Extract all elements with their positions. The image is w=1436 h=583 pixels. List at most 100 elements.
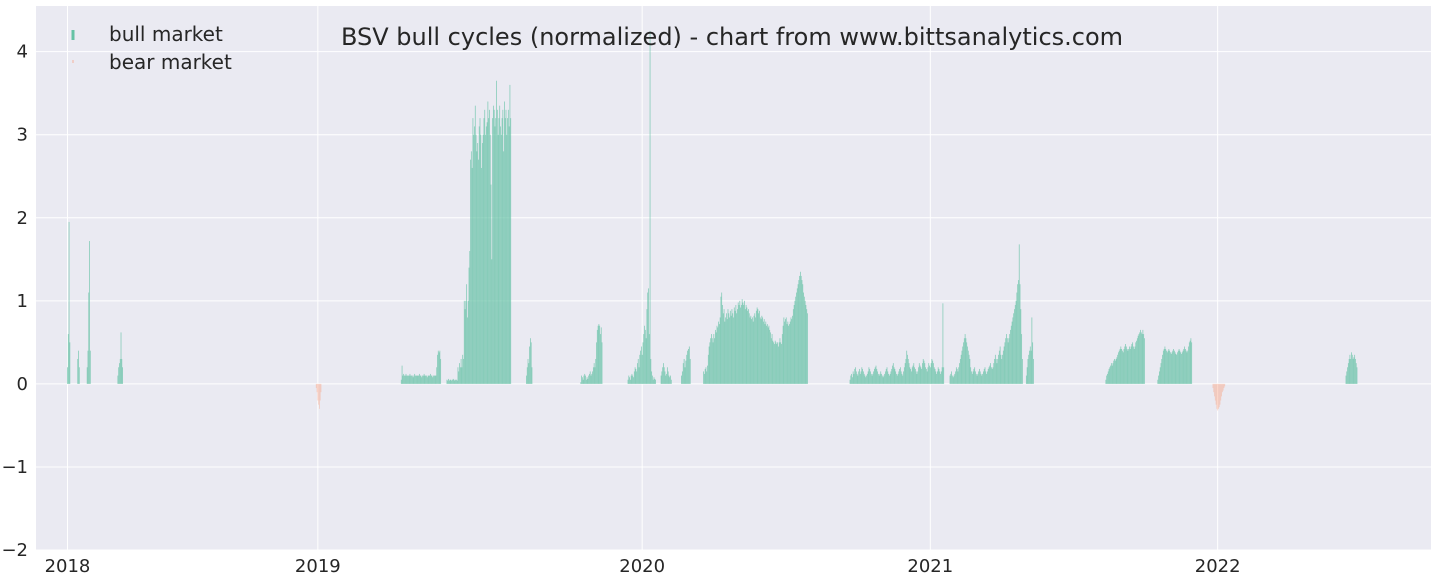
- bull-market-bar: [792, 315, 793, 384]
- bull-market-bar: [1188, 342, 1190, 384]
- bull-market-bar: [1191, 342, 1193, 384]
- bull-market-bar: [806, 309, 808, 384]
- bull-market-bar: [704, 368, 706, 384]
- bull-market-bar: [712, 342, 714, 384]
- bull-market-bar: [929, 367, 931, 384]
- bull-market-bar: [1173, 349, 1174, 384]
- bull-market-bar: [651, 371, 653, 384]
- bull-market-bar: [720, 296, 722, 384]
- bull-market-bar: [687, 350, 689, 384]
- bear-market-bar: [315, 383, 317, 389]
- bull-market-bar: [893, 367, 895, 384]
- bull-market-bar: [1184, 349, 1186, 384]
- bull-market-bar: [478, 126, 480, 384]
- bull-market-bar: [1020, 309, 1022, 384]
- bull-market-bar: [764, 324, 766, 384]
- bull-market-bar: [661, 371, 663, 384]
- bull-market-bar: [529, 338, 531, 384]
- bull-market-bar: [1125, 344, 1126, 384]
- bull-market-bar: [415, 375, 416, 384]
- bull-market-bar: [770, 332, 771, 384]
- bull-market-bar: [951, 375, 953, 384]
- bull-market-bar: [122, 367, 123, 384]
- bull-market-bar: [877, 373, 879, 384]
- bull-market-bar: [529, 346, 531, 384]
- bull-market-bar: [909, 367, 911, 384]
- bull-market-bar: [851, 373, 852, 384]
- bull-market-bar: [780, 342, 782, 384]
- bull-market-bar: [1172, 350, 1174, 384]
- bull-market-bar: [435, 375, 437, 384]
- bull-market-bar: [1028, 354, 1030, 384]
- bull-market-bar: [457, 367, 459, 384]
- bull-market-bar: [1176, 354, 1178, 384]
- bull-market-bar: [652, 379, 654, 384]
- bull-market-bar: [470, 159, 471, 384]
- bull-market-bar: [459, 363, 460, 384]
- bull-market-bar: [866, 373, 868, 384]
- bull-market-bar: [967, 346, 968, 384]
- bull-market-bar: [438, 352, 440, 384]
- bull-market-bar: [752, 321, 754, 384]
- bull-market-bar: [967, 350, 969, 384]
- bull-market-bar: [527, 358, 529, 384]
- bull-market-bar: [597, 325, 599, 384]
- bull-market-bar: [724, 321, 726, 384]
- bull-market-bar: [685, 360, 687, 384]
- bull-market-bar: [1136, 340, 1137, 384]
- bull-market-bar: [916, 373, 918, 384]
- bull-market-bar: [737, 302, 739, 384]
- bull-market-bar: [881, 373, 882, 384]
- bull-market-bar: [852, 371, 854, 384]
- bull-market-bar: [415, 375, 417, 384]
- bull-market-bar: [1163, 349, 1165, 384]
- y-tick-label: 3: [17, 125, 28, 146]
- bull-market-bar: [78, 367, 80, 384]
- bull-market-bar: [863, 373, 865, 384]
- bull-market-bar: [849, 379, 851, 384]
- bull-market-bar: [585, 379, 587, 384]
- bull-market-bar: [912, 365, 914, 384]
- bull-market-bar: [423, 373, 425, 384]
- bull-market-bar: [974, 367, 976, 384]
- bull-market-bar: [1129, 349, 1131, 384]
- bull-market-bar: [887, 371, 889, 384]
- bull-market-bar: [1000, 354, 1002, 384]
- bull-market-bar: [477, 143, 479, 384]
- bull-market-bar: [760, 319, 762, 384]
- bull-market-bar: [1014, 304, 1016, 384]
- bull-market-bar: [935, 371, 937, 384]
- bull-market-bar: [908, 363, 910, 384]
- bull-market-bar: [681, 371, 683, 384]
- bull-market-bar: [971, 373, 973, 384]
- bull-market-bar: [751, 317, 753, 384]
- bull-market-bar: [660, 375, 662, 384]
- bull-market-bar: [489, 134, 491, 384]
- bull-market-bar: [892, 365, 893, 384]
- bull-market-bar: [450, 379, 452, 384]
- bull-market-bar: [797, 284, 799, 384]
- bull-market-bar: [1352, 358, 1354, 384]
- bull-market-bar: [994, 358, 995, 384]
- bull-market-bar: [886, 367, 888, 384]
- bull-market-bar: [881, 375, 883, 384]
- bull-market-bar: [961, 350, 963, 384]
- bull-market-bar: [1174, 352, 1176, 384]
- bull-market-bar: [781, 334, 783, 384]
- bull-market-bar: [1105, 379, 1107, 384]
- bull-market-bar: [932, 360, 934, 384]
- bull-market-bar: [994, 354, 996, 384]
- bull-market-bar: [1351, 354, 1353, 384]
- bull-market-bar: [803, 292, 804, 384]
- bull-market-bar: [981, 375, 983, 384]
- plot-area: [36, 6, 1431, 550]
- bull-market-bar: [926, 371, 928, 384]
- bull-market-bar: [638, 367, 640, 384]
- bull-market-bar: [768, 325, 770, 384]
- bull-market-bar: [1140, 329, 1141, 384]
- bull-market-bar: [716, 325, 718, 384]
- bull-market-bar: [888, 375, 890, 384]
- bull-market-bar: [581, 377, 583, 384]
- bull-market-bar: [589, 371, 591, 384]
- bull-market-bar: [1137, 335, 1139, 384]
